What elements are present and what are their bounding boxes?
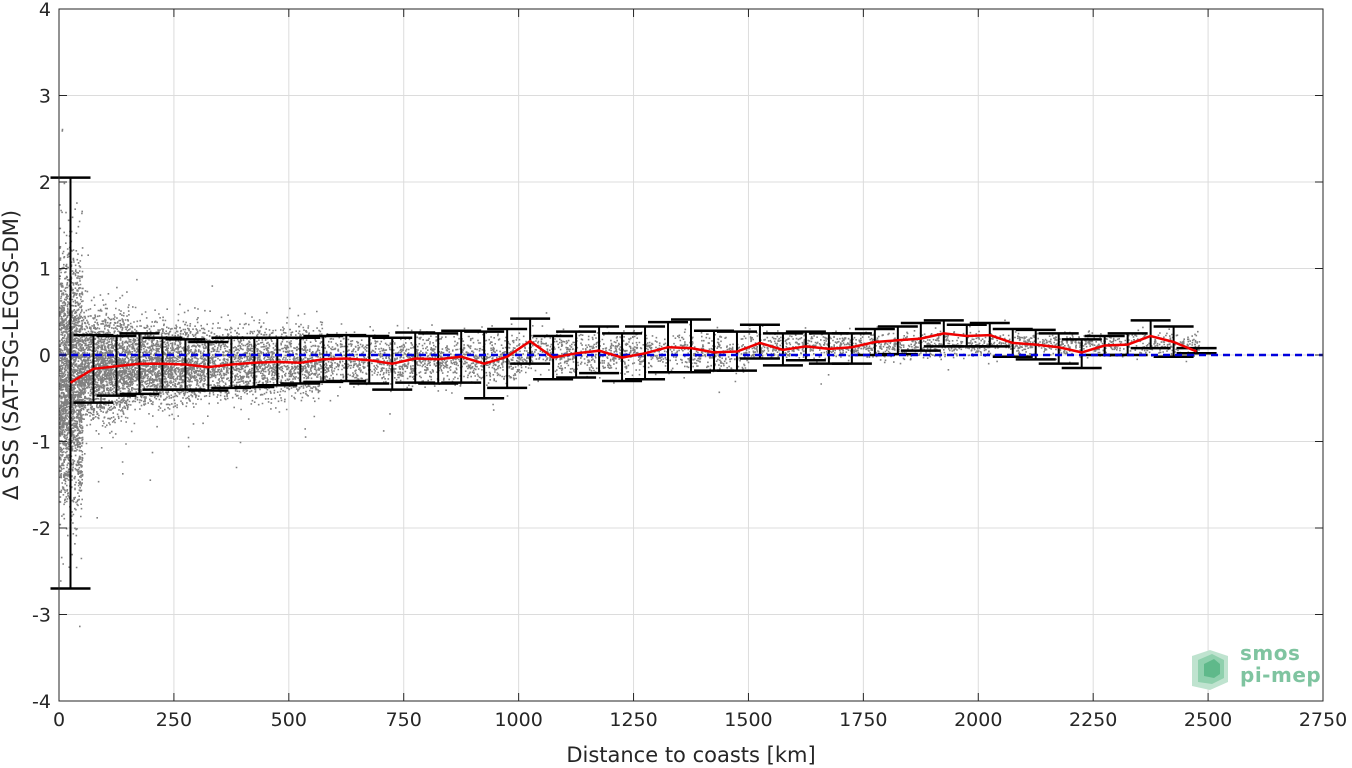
logo-mark-icon — [1192, 650, 1228, 690]
y-tick-label: -2 — [32, 518, 51, 540]
x-tick-label: 750 — [386, 709, 422, 731]
x-tick-label: 2750 — [1299, 709, 1347, 731]
logo-text: smos pi-mep — [1240, 642, 1321, 686]
x-tick-label: 1000 — [494, 709, 542, 731]
x-tick-label: 2000 — [954, 709, 1002, 731]
y-tick-label: -1 — [32, 432, 51, 454]
y-tick-labels: -4 -3 -2 -1 0 1 2 3 4 — [32, 0, 51, 713]
logo-text-line-2: pi-mep — [1240, 663, 1322, 687]
smos-pi-mep-logo: smos pi-mep — [1184, 640, 1324, 696]
x-tick-label: 2500 — [1184, 709, 1232, 731]
y-axis-label: Δ SSS (SAT-TSG-LEGOS-DM) — [0, 210, 23, 500]
logo-text-line-1: smos — [1240, 641, 1301, 665]
x-tick-label: 0 — [53, 709, 65, 731]
x-tick-labels: 0 250 500 750 1000 1250 1500 1750 2000 2250 2500 27… — [53, 709, 1347, 731]
mean-line — [69, 332, 1198, 384]
y-tick-label: -3 — [32, 605, 51, 627]
y-tick-label: -4 — [32, 691, 51, 713]
axis-ticks — [58, 8, 1324, 702]
y-tick-label: 2 — [39, 172, 51, 194]
x-tick-label: 250 — [156, 709, 192, 731]
y-tick-label: 3 — [39, 86, 51, 108]
y-tick-label: 0 — [39, 345, 51, 367]
y-tick-label: 4 — [39, 0, 51, 21]
x-tick-label: 1750 — [839, 709, 887, 731]
x-axis-label: Distance to coasts [km] — [566, 743, 815, 767]
y-tick-label: 1 — [39, 259, 51, 281]
x-tick-label: 500 — [271, 709, 307, 731]
x-tick-label: 1500 — [724, 709, 772, 731]
x-tick-label: 2250 — [1069, 709, 1117, 731]
x-tick-label: 1250 — [609, 709, 657, 731]
